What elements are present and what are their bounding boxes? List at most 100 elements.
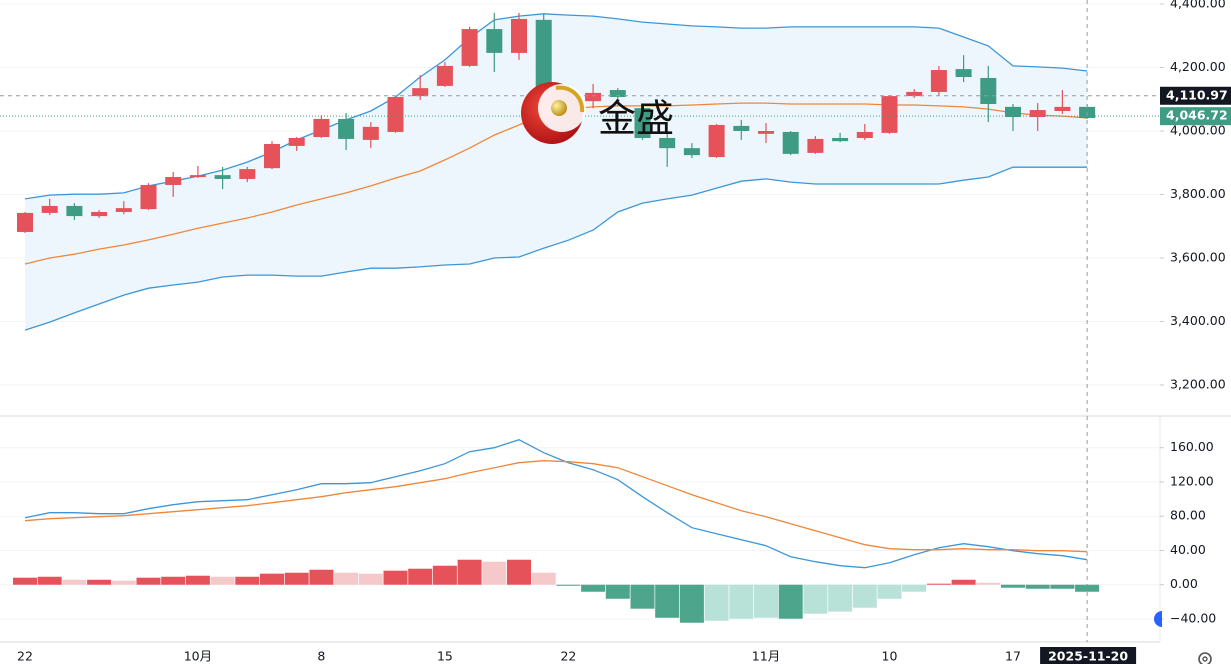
- y-tick-label: 80.00: [1170, 508, 1206, 523]
- candle-body: [585, 92, 602, 102]
- x-tick-label: 8: [317, 649, 325, 664]
- candle-body: [288, 137, 305, 146]
- histogram-bar: [655, 584, 680, 618]
- candle-body: [832, 137, 849, 142]
- histogram-bar: [976, 582, 1001, 585]
- candle-body: [683, 148, 700, 156]
- crosshair-price-box: [1160, 86, 1231, 105]
- candle-body: [412, 88, 429, 97]
- scroll-handle[interactable]: [1154, 611, 1162, 627]
- candle-body: [17, 212, 33, 232]
- candle-body: [782, 131, 799, 154]
- histogram-bar: [62, 579, 87, 585]
- candle-body: [214, 175, 231, 179]
- histogram-bar: [630, 584, 655, 609]
- candle-body: [165, 177, 182, 185]
- y-tick-label: 4,000.00: [1170, 122, 1226, 137]
- histogram-bar: [902, 584, 927, 592]
- x-tick-label: 15: [437, 649, 453, 664]
- candle-body: [461, 29, 478, 66]
- last-price-box: [1160, 107, 1231, 126]
- y-tick-label: −40.00: [1170, 610, 1216, 625]
- x-tick-label: 10月: [184, 649, 212, 664]
- histogram-bar: [754, 584, 778, 618]
- histogram-bar: [235, 576, 260, 585]
- crosshair-date-label: 2025-11-20: [1048, 649, 1128, 664]
- histogram-bar: [531, 572, 556, 585]
- histogram-bar: [951, 579, 976, 585]
- candle-body: [511, 18, 527, 53]
- histogram-bar: [556, 584, 581, 586]
- candle-body: [486, 29, 503, 53]
- y-tick-label: 40.00: [1170, 542, 1206, 557]
- candle-body: [733, 125, 750, 131]
- candle-body: [634, 108, 651, 138]
- histogram-bar: [383, 570, 408, 585]
- histogram-bar: [13, 577, 37, 585]
- histogram-bar: [1050, 584, 1075, 589]
- x-tick-label: 22: [17, 649, 33, 664]
- candle-body: [264, 144, 280, 169]
- histogram-bar: [704, 584, 729, 621]
- candle-body: [387, 97, 404, 132]
- candle-body: [1054, 106, 1071, 111]
- candle-body: [930, 70, 947, 92]
- crosshair-date-box: [1040, 647, 1137, 664]
- x-tick-label: 10: [882, 649, 898, 664]
- band-fill: [25, 13, 1088, 331]
- y-tick-label: 0.00: [1170, 576, 1198, 591]
- candle-body: [239, 169, 256, 179]
- candle-body: [708, 124, 725, 158]
- settings-icon[interactable]: [1198, 652, 1212, 664]
- candle-body: [856, 131, 873, 138]
- histogram-bar: [507, 559, 531, 585]
- histogram-bar: [803, 584, 828, 614]
- histogram-bar: [581, 584, 606, 592]
- histogram-bar: [729, 584, 754, 619]
- candle-body: [955, 69, 972, 78]
- histogram-bar: [778, 584, 803, 619]
- candle-body: [1029, 110, 1046, 118]
- histogram-bar: [1001, 584, 1025, 588]
- indicator-line: [24, 460, 1088, 553]
- histogram-bar: [111, 580, 136, 585]
- x-tick-label: 22: [560, 649, 576, 664]
- y-tick-label: 160.00: [1170, 439, 1214, 454]
- histogram-bar: [432, 565, 457, 585]
- candle-body: [362, 126, 379, 140]
- candle-body: [41, 205, 58, 213]
- candle-body: [91, 211, 108, 217]
- histogram-bar: [1025, 584, 1050, 589]
- y-tick-label: 4,400.00: [1170, 0, 1226, 11]
- histogram-bar: [37, 576, 62, 585]
- y-tick-label: 3,600.00: [1170, 249, 1226, 264]
- candle-body: [115, 208, 132, 212]
- candle-body: [881, 96, 898, 133]
- histogram-bar: [1075, 584, 1100, 592]
- x-tick-label: 11月: [752, 649, 780, 664]
- candle-body: [313, 118, 330, 138]
- logo-text: 金盛: [598, 97, 674, 141]
- histogram-bar: [161, 576, 186, 585]
- histogram-bar: [457, 559, 482, 585]
- candle-body: [659, 137, 676, 149]
- candle-body: [189, 175, 206, 178]
- y-tick-label: 120.00: [1170, 473, 1214, 488]
- histogram-bar: [482, 561, 507, 585]
- histogram-bar: [309, 569, 334, 585]
- candle-body: [758, 130, 774, 134]
- crosshair-price-label: 4,110.97: [1166, 87, 1228, 102]
- y-tick-label: 4,200.00: [1170, 59, 1226, 74]
- candle-body: [609, 90, 626, 98]
- histogram-bar: [358, 573, 383, 585]
- histogram-bar: [334, 572, 359, 585]
- candle-body: [66, 205, 83, 217]
- histogram-bar: [260, 573, 284, 585]
- histogram-bar: [87, 579, 112, 585]
- candle-body: [436, 65, 453, 86]
- y-tick-label: 3,800.00: [1170, 186, 1226, 201]
- y-tick-label: 3,400.00: [1170, 313, 1226, 328]
- histogram-bar: [408, 568, 433, 585]
- candle-body: [140, 184, 157, 210]
